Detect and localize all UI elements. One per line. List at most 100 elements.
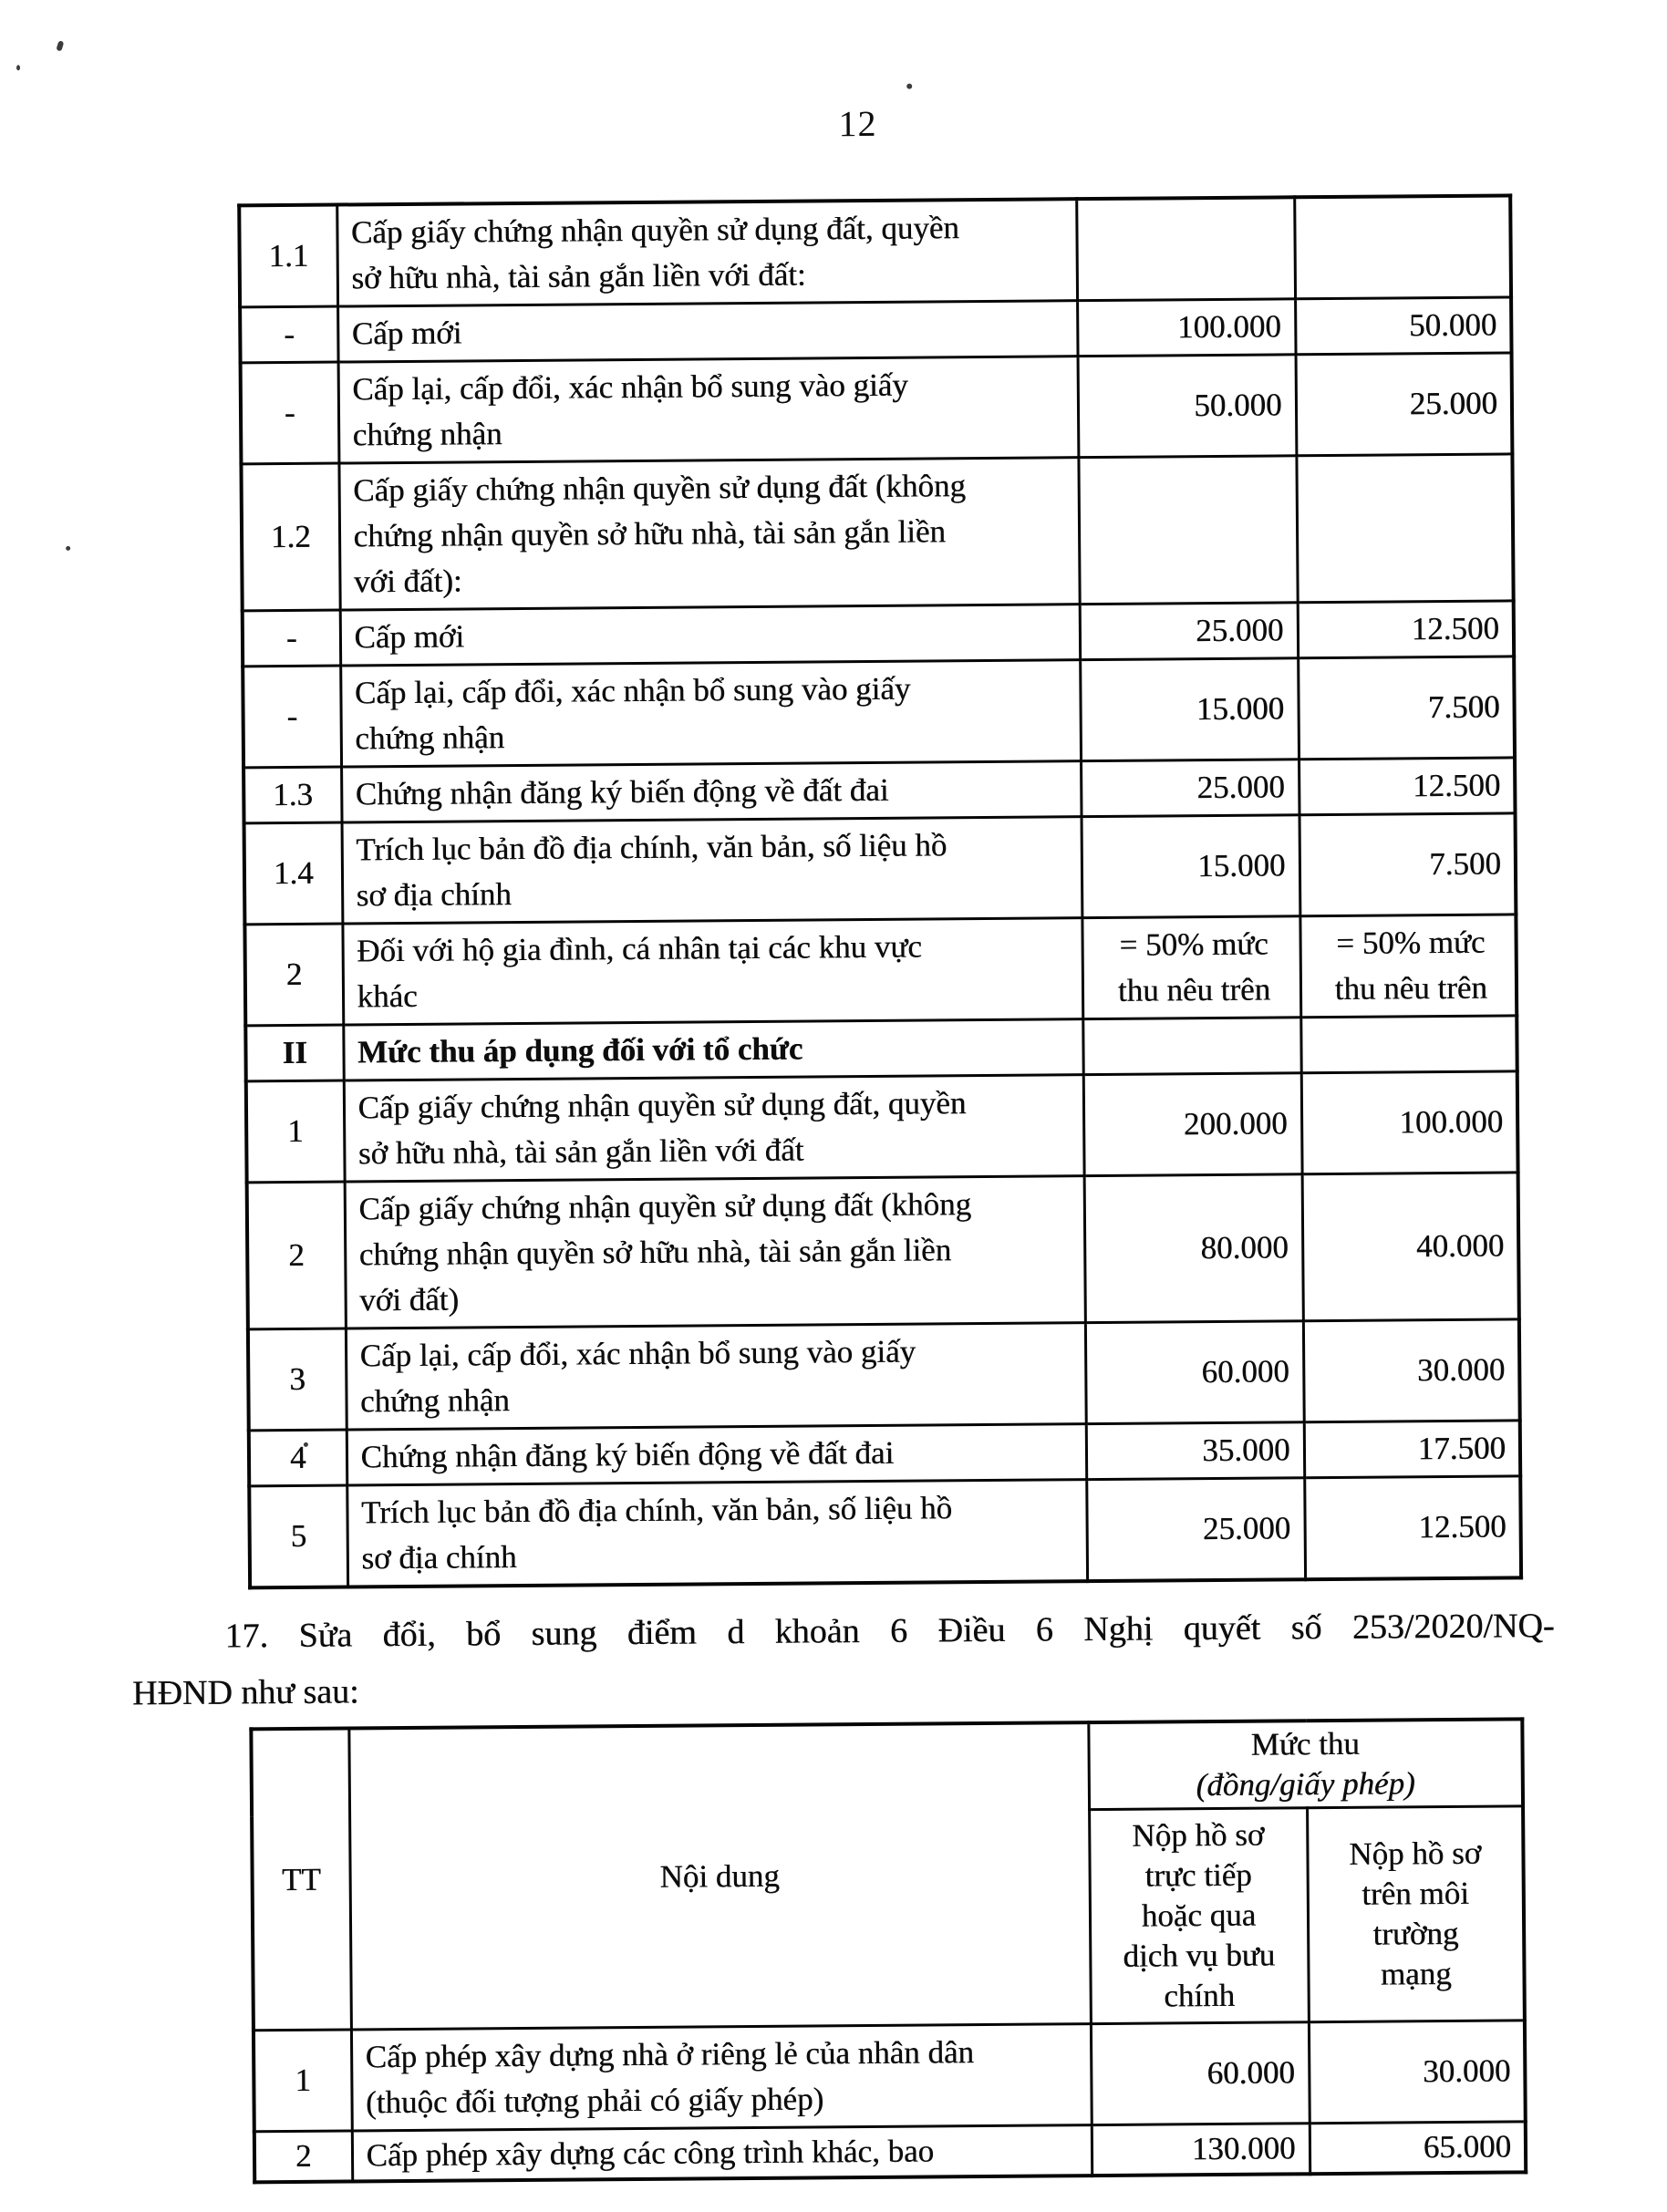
fee-direct-cell: 35.000 bbox=[1085, 1421, 1305, 1480]
fee-online-cell bbox=[1294, 195, 1512, 299]
table-row: 1.3 Chứng nhận đăng ký biến động về đất … bbox=[243, 757, 1516, 823]
table-row: II Mức thu áp dụng đối với tổ chức bbox=[245, 1015, 1517, 1081]
scan-speck bbox=[16, 65, 21, 71]
table-row: 1.1 Cấp giấy chứng nhận quyền sử dụng đấ… bbox=[239, 195, 1512, 307]
row-index-cell: II bbox=[245, 1025, 344, 1081]
table-row: 4 Chứng nhận đăng ký biến động về đất đa… bbox=[248, 1420, 1521, 1486]
row-content-cell: Đối với hộ gia đình, cá nhân tại các khu… bbox=[342, 917, 1083, 1026]
fee-direct-cell: 80.000 bbox=[1083, 1173, 1303, 1323]
row-index-cell: 1.3 bbox=[243, 767, 342, 823]
header-cell-fee-direct: Nộp hồ sơ trực tiếp hoặc qua dịch vụ bưu… bbox=[1089, 1807, 1309, 2024]
fee-direct-cell: 15.000 bbox=[1081, 814, 1300, 918]
fee-table-permit-body: 1 Cấp phép xây dựng nhà ở riêng lẻ của n… bbox=[253, 2020, 1527, 2183]
fee-online-cell: 30.000 bbox=[1308, 2020, 1526, 2124]
row-index-cell: - bbox=[242, 610, 341, 667]
row-content-cell: Cấp lại, cấp đổi, xác nhận bổ sung vào g… bbox=[337, 356, 1079, 464]
row-index-cell: 1.4 bbox=[243, 822, 343, 925]
table-row: 1.4 Trích lục bản đồ địa chính, văn bản,… bbox=[243, 812, 1517, 925]
fee-online-cell: 65.000 bbox=[1309, 2121, 1527, 2175]
row-index-cell: 3 bbox=[247, 1328, 347, 1431]
row-content-cell: Cấp giấy chứng nhận quyền sử dụng đất (k… bbox=[338, 457, 1080, 611]
fee-direct-cell: 25.000 bbox=[1086, 1477, 1306, 1582]
row-index-cell: 2 bbox=[244, 924, 344, 1026]
fee-online-cell: = 50% mức thu nêu trên bbox=[1299, 914, 1517, 1018]
fee-table-permit: TT Nội dung Mức thu (đồng/giấy phép) Nộp… bbox=[249, 1717, 1528, 2185]
row-content-cell: Cấp lại, cấp đổi, xác nhận bổ sung vào g… bbox=[340, 659, 1082, 768]
table-row: 1.2 Cấp giấy chứng nhận quyền sử dụng đấ… bbox=[241, 453, 1514, 611]
fee-online-cell: 12.500 bbox=[1299, 757, 1516, 815]
row-content-cell: Cấp giấy chứng nhận quyền sử dụng đất (k… bbox=[344, 1175, 1085, 1328]
amendment-line-1: 17. Sửa đổi, bổ sung điểm d khoản 6 Điều… bbox=[224, 1607, 1555, 1656]
header-cell-fee-online: Nộp hồ sơ trên môi trường mạng bbox=[1307, 1805, 1525, 2022]
row-index-cell: 1 bbox=[245, 1080, 345, 1183]
table-row: - Cấp lại, cấp đổi, xác nhận bổ sung vào… bbox=[240, 352, 1513, 464]
paragraph-amendment-17: 17. Sửa đổi, bổ sung điểm d khoản 6 Điều… bbox=[131, 1597, 1555, 1721]
row-index-cell: - bbox=[240, 306, 338, 363]
scan-speck bbox=[303, 1442, 308, 1447]
fee-direct-cell: 130.000 bbox=[1091, 2123, 1310, 2176]
fee-table-land-body: 1.1 Cấp giấy chứng nhận quyền sử dụng đấ… bbox=[239, 195, 1522, 1588]
fee-direct-cell: 25.000 bbox=[1079, 602, 1299, 660]
fee-online-cell: 12.500 bbox=[1297, 600, 1515, 658]
fee-direct-cell bbox=[1078, 455, 1298, 605]
fee-direct-cell: = 50% mức thu nêu trên bbox=[1082, 915, 1301, 1019]
fee-direct-cell: 100.000 bbox=[1077, 298, 1296, 357]
row-content-cell: Mức thu áp dụng đối với tổ chức bbox=[343, 1018, 1083, 1081]
fee-online-cell bbox=[1296, 453, 1514, 603]
fee-table-land: 1.1 Cấp giấy chứng nhận quyền sử dụng đấ… bbox=[237, 193, 1524, 1590]
table-row: 1 Cấp phép xây dựng nhà ở riêng lẻ của n… bbox=[253, 2020, 1526, 2132]
fee-online-cell: 17.500 bbox=[1303, 1420, 1521, 1478]
row-content-cell: Trích lục bản đồ địa chính, văn bản, số … bbox=[347, 1479, 1088, 1587]
table-row: 2 Đối với hộ gia đình, cá nhân tại các k… bbox=[244, 914, 1517, 1026]
row-index-cell: - bbox=[240, 362, 339, 464]
fee-direct-cell: 200.000 bbox=[1082, 1072, 1302, 1176]
fee-online-cell: 12.500 bbox=[1304, 1475, 1522, 1580]
table-row: 2 Cấp phép xây dựng các công trình khác,… bbox=[254, 2121, 1527, 2183]
fee-table-permit-header: TT Nội dung Mức thu (đồng/giấy phép) Nộp… bbox=[251, 1719, 1525, 2031]
scan-speck bbox=[56, 40, 65, 52]
fee-online-cell: 7.500 bbox=[1298, 656, 1516, 760]
row-index-cell: 5 bbox=[249, 1484, 348, 1588]
fee-direct-cell bbox=[1082, 1017, 1301, 1075]
row-index-cell: - bbox=[243, 666, 342, 768]
header-row-group: TT Nội dung Mức thu (đồng/giấy phép) bbox=[251, 1719, 1524, 2031]
row-content-cell: Chứng nhận đăng ký biến động về đất đai bbox=[346, 1423, 1087, 1485]
header-cell-content: Nội dung bbox=[348, 1722, 1091, 2030]
row-content-cell: Cấp mới bbox=[339, 604, 1081, 667]
row-content-cell: Chứng nhận đăng ký biến động về đất đai bbox=[341, 760, 1082, 823]
scan-speck bbox=[66, 545, 71, 551]
fee-direct-cell: 50.000 bbox=[1077, 354, 1297, 458]
fee-online-cell: 25.000 bbox=[1295, 352, 1513, 456]
row-index-cell: 1.1 bbox=[239, 204, 338, 307]
amendment-line-2: HĐND như sau: bbox=[131, 1672, 359, 1713]
fee-online-cell: 30.000 bbox=[1302, 1318, 1520, 1422]
header-cell-tt: TT bbox=[251, 1728, 351, 2031]
row-content-cell: Cấp phép xây dựng các công trình khác, b… bbox=[351, 2124, 1092, 2182]
header-cell-fee-group: Mức thu (đồng/giấy phép) bbox=[1088, 1719, 1524, 1810]
page-number: 12 bbox=[838, 102, 877, 145]
scan-speck bbox=[906, 83, 913, 89]
table-row: 5 Trích lục bản đồ địa chính, văn bản, s… bbox=[249, 1475, 1522, 1588]
row-index-cell: 1.2 bbox=[241, 463, 340, 611]
fee-direct-cell bbox=[1076, 197, 1296, 301]
row-index-cell: 2 bbox=[246, 1182, 346, 1329]
table-row: - Cấp lại, cấp đổi, xác nhận bổ sung vào… bbox=[243, 656, 1516, 768]
fee-online-cell: 7.500 bbox=[1299, 812, 1517, 916]
row-content-cell: Cấp lại, cấp đổi, xác nhận bổ sung vào g… bbox=[345, 1322, 1086, 1430]
fee-direct-cell: 60.000 bbox=[1090, 2021, 1310, 2125]
fee-direct-cell: 60.000 bbox=[1084, 1320, 1304, 1424]
row-content-cell: Trích lục bản đồ địa chính, văn bản, số … bbox=[341, 816, 1082, 925]
fee-online-cell: 40.000 bbox=[1301, 1172, 1519, 1321]
row-content-cell: Cấp giấy chứng nhận quyền sử dụng đất, q… bbox=[343, 1074, 1084, 1183]
row-content-cell: Cấp giấy chứng nhận quyền sử dụng đất, q… bbox=[337, 199, 1078, 307]
row-content-cell: Cấp phép xây dựng nhà ở riêng lẻ của nhâ… bbox=[350, 2023, 1092, 2131]
fee-online-cell: 100.000 bbox=[1300, 1070, 1518, 1174]
table-row: 2 Cấp giấy chứng nhận quyền sử dụng đất … bbox=[246, 1172, 1519, 1329]
fee-online-cell bbox=[1300, 1015, 1517, 1073]
table-row: - Cấp mới 25.000 12.500 bbox=[242, 600, 1515, 667]
fee-group-unit: (đồng/giấy phép) bbox=[1196, 1765, 1415, 1804]
row-content-cell: Cấp mới bbox=[337, 300, 1078, 363]
fee-group-title: Mức thu bbox=[1250, 1725, 1360, 1762]
